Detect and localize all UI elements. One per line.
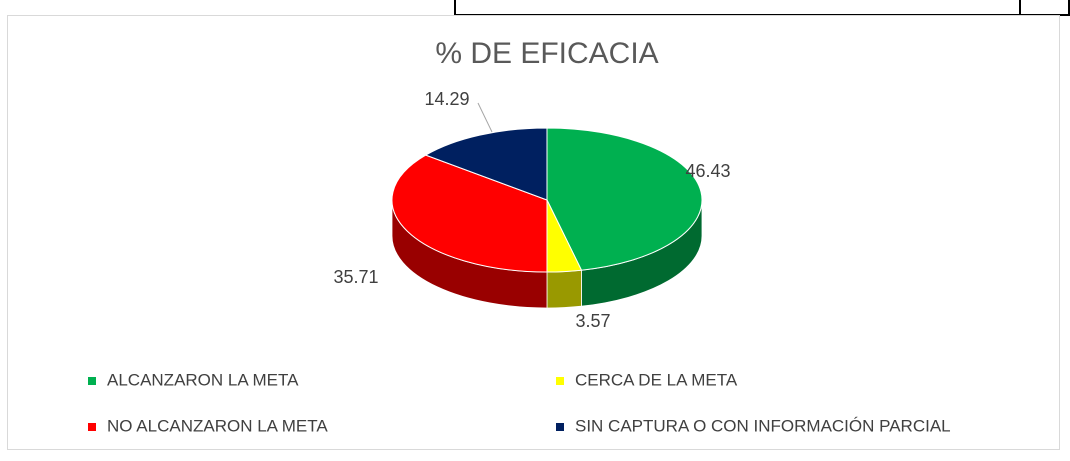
data-label: 35.71	[333, 267, 378, 287]
legend-swatch	[88, 423, 96, 431]
legend-label: SIN CAPTURA O CON INFORMACIÓN PARCIAL	[575, 416, 951, 435]
legend-label: CERCA DE LA META	[575, 370, 738, 389]
legend-label: NO ALCANZARON LA META	[107, 416, 328, 435]
data-label: 3.57	[575, 311, 610, 331]
data-label: 46.43	[685, 161, 730, 181]
slice	[424, 127, 548, 201]
legend-swatch	[556, 377, 564, 385]
table-fragment	[454, 0, 1070, 16]
chart-title: % DE EFICACIA	[435, 37, 658, 70]
legend-swatch	[556, 423, 564, 431]
data-label: 14.29	[424, 89, 469, 109]
slice	[546, 127, 703, 271]
slice-side	[546, 269, 582, 309]
legend-swatch	[88, 377, 96, 385]
legend-label: ALCANZARON LA META	[107, 370, 299, 389]
leader-line	[477, 102, 493, 133]
slice	[391, 154, 548, 273]
